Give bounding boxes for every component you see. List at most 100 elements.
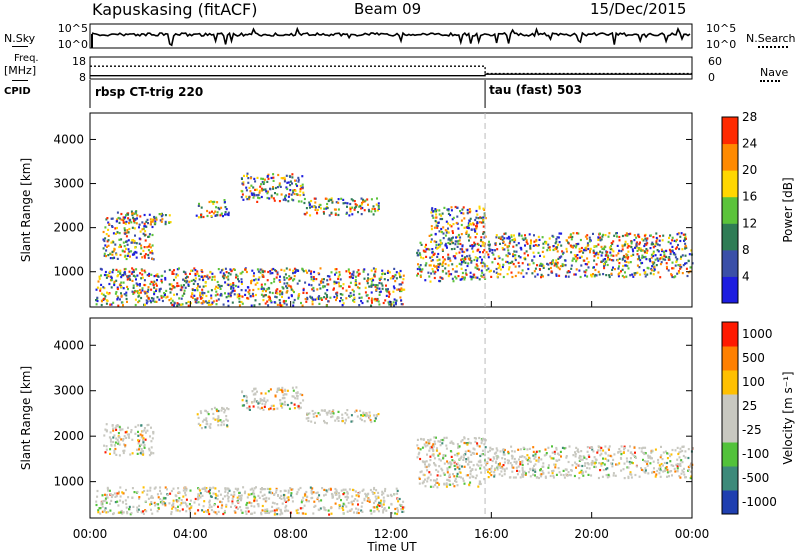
power-cell bbox=[333, 295, 336, 299]
power-cell bbox=[103, 287, 106, 290]
power-cell bbox=[351, 213, 354, 216]
power-cell bbox=[341, 304, 344, 307]
velocity-cell bbox=[204, 488, 207, 491]
velocity-cell bbox=[302, 399, 305, 402]
velocity-cell bbox=[251, 487, 254, 490]
velocity-cell bbox=[185, 489, 188, 492]
velocity-cell bbox=[555, 446, 558, 450]
power-cell bbox=[667, 256, 670, 259]
velocity-cell bbox=[482, 437, 485, 440]
velocity-cell bbox=[266, 508, 269, 511]
velocity-cell bbox=[479, 459, 482, 462]
velocity-cell bbox=[528, 447, 531, 450]
velocity-cell bbox=[237, 487, 240, 490]
power-cell bbox=[672, 253, 675, 256]
velocity-cell bbox=[101, 500, 104, 503]
power-cell bbox=[308, 269, 311, 272]
power-cell bbox=[253, 279, 256, 282]
velocity-cell bbox=[507, 450, 510, 453]
power-cell bbox=[266, 300, 269, 303]
power-cell bbox=[204, 284, 207, 288]
power-cell bbox=[444, 267, 447, 270]
velocity-cell bbox=[281, 389, 284, 392]
power-cell bbox=[460, 258, 463, 261]
power-cell bbox=[176, 268, 179, 271]
power-cell bbox=[141, 289, 144, 292]
velocity-cell bbox=[432, 443, 435, 446]
power-cell bbox=[364, 291, 367, 294]
power-cell bbox=[119, 298, 121, 301]
power-cell bbox=[134, 275, 137, 278]
power-cell bbox=[217, 298, 220, 301]
power-cell bbox=[110, 279, 113, 282]
velocity-cell bbox=[676, 465, 679, 468]
power-cell bbox=[348, 276, 351, 279]
power-cell bbox=[372, 279, 375, 282]
velocity-cell bbox=[276, 407, 279, 410]
velocity-cell bbox=[453, 464, 456, 467]
power-cell bbox=[117, 216, 120, 220]
power-cell bbox=[624, 234, 627, 237]
velocity-cell bbox=[168, 502, 171, 505]
power-cell bbox=[142, 232, 145, 235]
velocity-cell bbox=[150, 446, 153, 449]
power-cell bbox=[346, 202, 349, 205]
velocity-cell bbox=[521, 475, 524, 478]
velocity-cell bbox=[291, 386, 294, 389]
power-cell bbox=[465, 273, 468, 276]
power-cell bbox=[442, 237, 445, 240]
power-colorbar-label: Power [dB] bbox=[781, 177, 795, 242]
power-cell bbox=[110, 276, 113, 279]
power-cell bbox=[340, 197, 343, 200]
power-cell bbox=[501, 265, 504, 269]
nsky-series-line bbox=[91, 26, 691, 47]
power-cell bbox=[171, 303, 174, 306]
power-cell bbox=[120, 281, 123, 284]
velocity-cell bbox=[496, 449, 499, 452]
velocity-cell bbox=[303, 504, 306, 507]
velocity-cell bbox=[125, 436, 128, 439]
power-cell bbox=[464, 272, 467, 275]
power-cell bbox=[378, 282, 381, 285]
power-cell bbox=[146, 300, 149, 303]
velocity-cell bbox=[325, 489, 328, 492]
velocity-cell bbox=[170, 510, 173, 514]
power-cell bbox=[607, 235, 610, 238]
power-cell bbox=[557, 243, 560, 246]
power-cell bbox=[682, 233, 685, 236]
velocity-cell bbox=[446, 478, 449, 481]
power-cell bbox=[680, 266, 683, 269]
power-cell bbox=[267, 304, 270, 307]
power-ytick-label: 2000 bbox=[53, 221, 84, 235]
power-cell bbox=[285, 267, 288, 270]
velocity-cell bbox=[547, 464, 550, 467]
velocity-cell bbox=[117, 424, 120, 427]
velocity-cell bbox=[132, 505, 135, 508]
power-cell bbox=[230, 285, 233, 288]
power-cell bbox=[138, 284, 141, 287]
power-cell bbox=[185, 302, 188, 305]
power-cell bbox=[283, 269, 286, 272]
power-cell bbox=[311, 300, 314, 303]
power-cell bbox=[654, 243, 657, 246]
power-cell bbox=[609, 251, 612, 254]
velocity-cell bbox=[483, 466, 486, 469]
power-cell bbox=[170, 283, 173, 286]
power-cell bbox=[183, 284, 185, 287]
velocity-cell bbox=[137, 442, 140, 445]
power-cell bbox=[254, 180, 257, 183]
power-cell bbox=[115, 220, 118, 223]
velocity-cell bbox=[379, 502, 382, 505]
velocity-cell bbox=[109, 502, 111, 505]
power-cell bbox=[360, 296, 363, 299]
velocity-cell bbox=[496, 468, 499, 471]
power-cell bbox=[585, 269, 588, 272]
power-cell bbox=[570, 264, 573, 267]
velocity-cell bbox=[462, 453, 465, 457]
power-cell bbox=[147, 286, 150, 289]
velocity-cell bbox=[456, 475, 459, 478]
power-cell bbox=[651, 261, 654, 264]
velocity-cell bbox=[166, 488, 168, 491]
power-cell bbox=[449, 239, 452, 242]
velocity-cell bbox=[534, 456, 537, 459]
